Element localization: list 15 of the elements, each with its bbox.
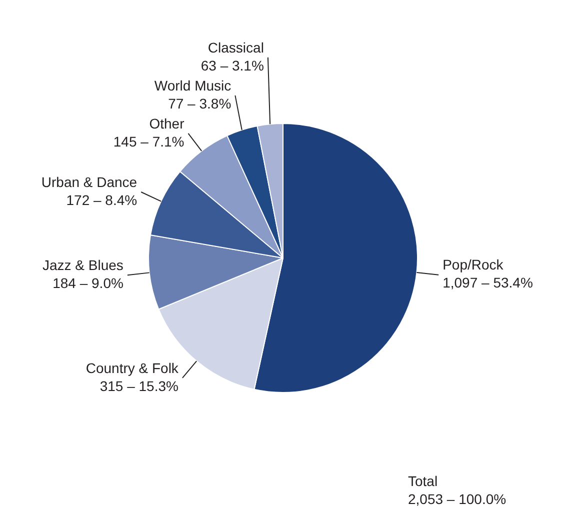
data-label: 77 – 3.8% (168, 95, 232, 112)
data-label: 315 – 15.3% (100, 378, 178, 394)
slice-label: Pop/Rock (442, 256, 504, 273)
slice-label: Jazz & Blues (42, 256, 124, 273)
slice-label: Country & Folk (86, 360, 180, 376)
data-label: 172 – 8.4% (66, 192, 138, 208)
text: Total 2,053 – 100.0% (408, 473, 506, 507)
slice-label: Other (149, 115, 185, 132)
data-label: 63 – 3.1% (200, 57, 264, 74)
data-label: 145 – 7.1% (113, 133, 184, 150)
slice-label: World Music (154, 77, 232, 94)
slice-label: Classical (208, 39, 264, 56)
slice-label: Urban & Dance (41, 174, 138, 190)
data-label: 184 – 9.0% (52, 274, 124, 291)
data-label: 1,097 – 53.4% (442, 274, 533, 291)
